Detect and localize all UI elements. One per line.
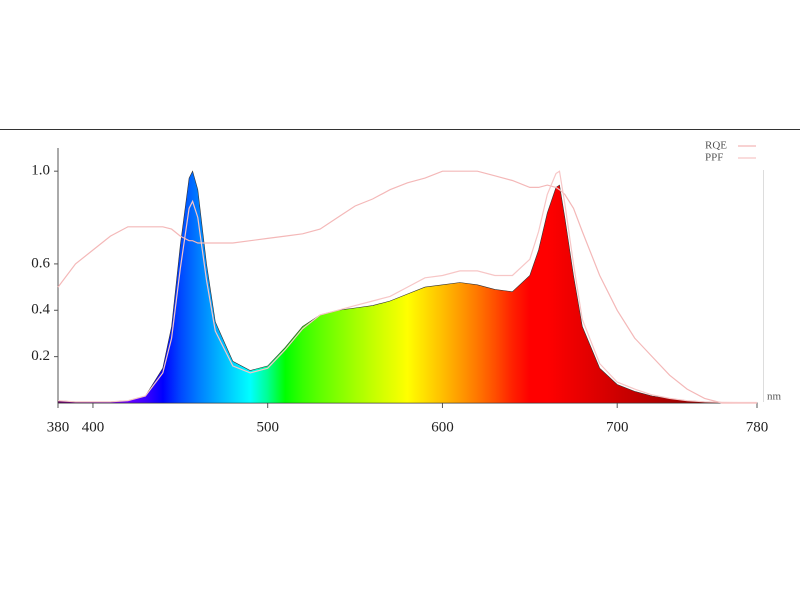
y-tick-label: 1.0 bbox=[31, 163, 50, 179]
x-tick-label: 380 bbox=[47, 419, 70, 435]
x-tick-label: 500 bbox=[256, 419, 279, 435]
series-line bbox=[57, 170, 757, 404]
x-tick-label: 780 bbox=[746, 419, 769, 435]
x-tick-label: 400 bbox=[82, 419, 105, 435]
y-tick-label: 0.6 bbox=[31, 255, 50, 271]
y-tick-label: 0.4 bbox=[31, 302, 50, 318]
legend-label: RQE bbox=[705, 140, 727, 152]
x-tick-label: 700 bbox=[606, 419, 629, 435]
x-axis-label: nm bbox=[767, 391, 782, 403]
x-tick-label: 600 bbox=[431, 419, 454, 435]
legend-label: PPF bbox=[705, 152, 723, 164]
series-line bbox=[57, 170, 757, 404]
y-tick-label: 0.2 bbox=[31, 348, 50, 364]
